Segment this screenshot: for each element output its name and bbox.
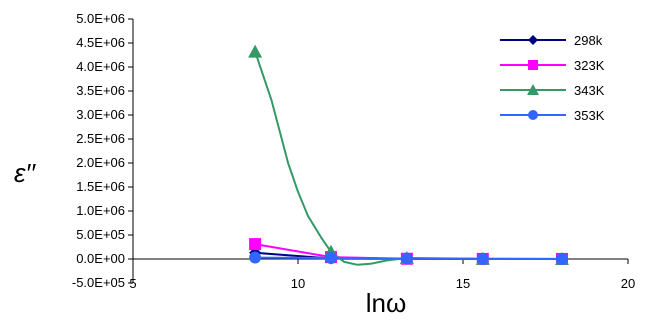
data-point bbox=[325, 252, 337, 265]
data-point bbox=[400, 252, 413, 265]
y-tick-label: 1.0E+06 bbox=[76, 203, 125, 218]
y-tick-label: 5.0E+06 bbox=[76, 11, 125, 26]
y-tick-label: 2.5E+06 bbox=[76, 131, 125, 146]
series-line bbox=[254, 51, 563, 266]
x-tick-label: 10 bbox=[291, 276, 305, 291]
data-point bbox=[556, 252, 568, 265]
y-tick-label: 3.5E+06 bbox=[76, 83, 125, 98]
legend-item: 298k bbox=[500, 33, 603, 48]
legend-marker bbox=[527, 84, 539, 95]
x-tick-label: 5 bbox=[129, 276, 136, 291]
y-tick-label: 0.0E+00 bbox=[76, 251, 125, 266]
data-point bbox=[248, 44, 263, 58]
legend-marker bbox=[528, 110, 538, 120]
series-layer bbox=[248, 44, 569, 266]
legend-item: 323K bbox=[500, 58, 605, 73]
legend-label: 298k bbox=[574, 33, 603, 48]
legend-label: 353K bbox=[574, 108, 605, 123]
data-point bbox=[249, 251, 262, 264]
legend-item: 353K bbox=[500, 108, 605, 123]
legend-item: 343K bbox=[500, 83, 605, 98]
data-point bbox=[249, 238, 262, 251]
legend-label: 343K bbox=[574, 83, 605, 98]
y-tick-label: 4.5E+06 bbox=[76, 35, 125, 50]
x-tick-label: 20 bbox=[621, 276, 635, 291]
x-axis-title: lnω bbox=[366, 288, 407, 318]
data-point bbox=[476, 252, 489, 265]
legend-marker bbox=[528, 35, 538, 45]
y-tick-label: -5.0E+05 bbox=[72, 275, 125, 290]
series-2 bbox=[248, 44, 569, 266]
series-3 bbox=[249, 251, 568, 265]
y-axis: -5.0E+05 0.0E+00 5.0E+05 1.0E+06 1.5E+06 2.0E… bbox=[72, 11, 134, 290]
legend-label: 323K bbox=[574, 58, 605, 73]
y-tick-label: 4.0E+06 bbox=[76, 59, 125, 74]
y-tick-label: 5.0E+05 bbox=[76, 227, 125, 242]
x-tick-label: 15 bbox=[456, 276, 470, 291]
y-tick-label: 1.5E+06 bbox=[76, 179, 125, 194]
legend: 298k 323K 343K 353K bbox=[500, 33, 605, 123]
legend-marker bbox=[528, 60, 538, 70]
y-tick-label: 2.0E+06 bbox=[76, 155, 125, 170]
y-axis-title: ε′′ bbox=[14, 158, 36, 188]
y-tick-label: 3.0E+06 bbox=[76, 107, 125, 122]
